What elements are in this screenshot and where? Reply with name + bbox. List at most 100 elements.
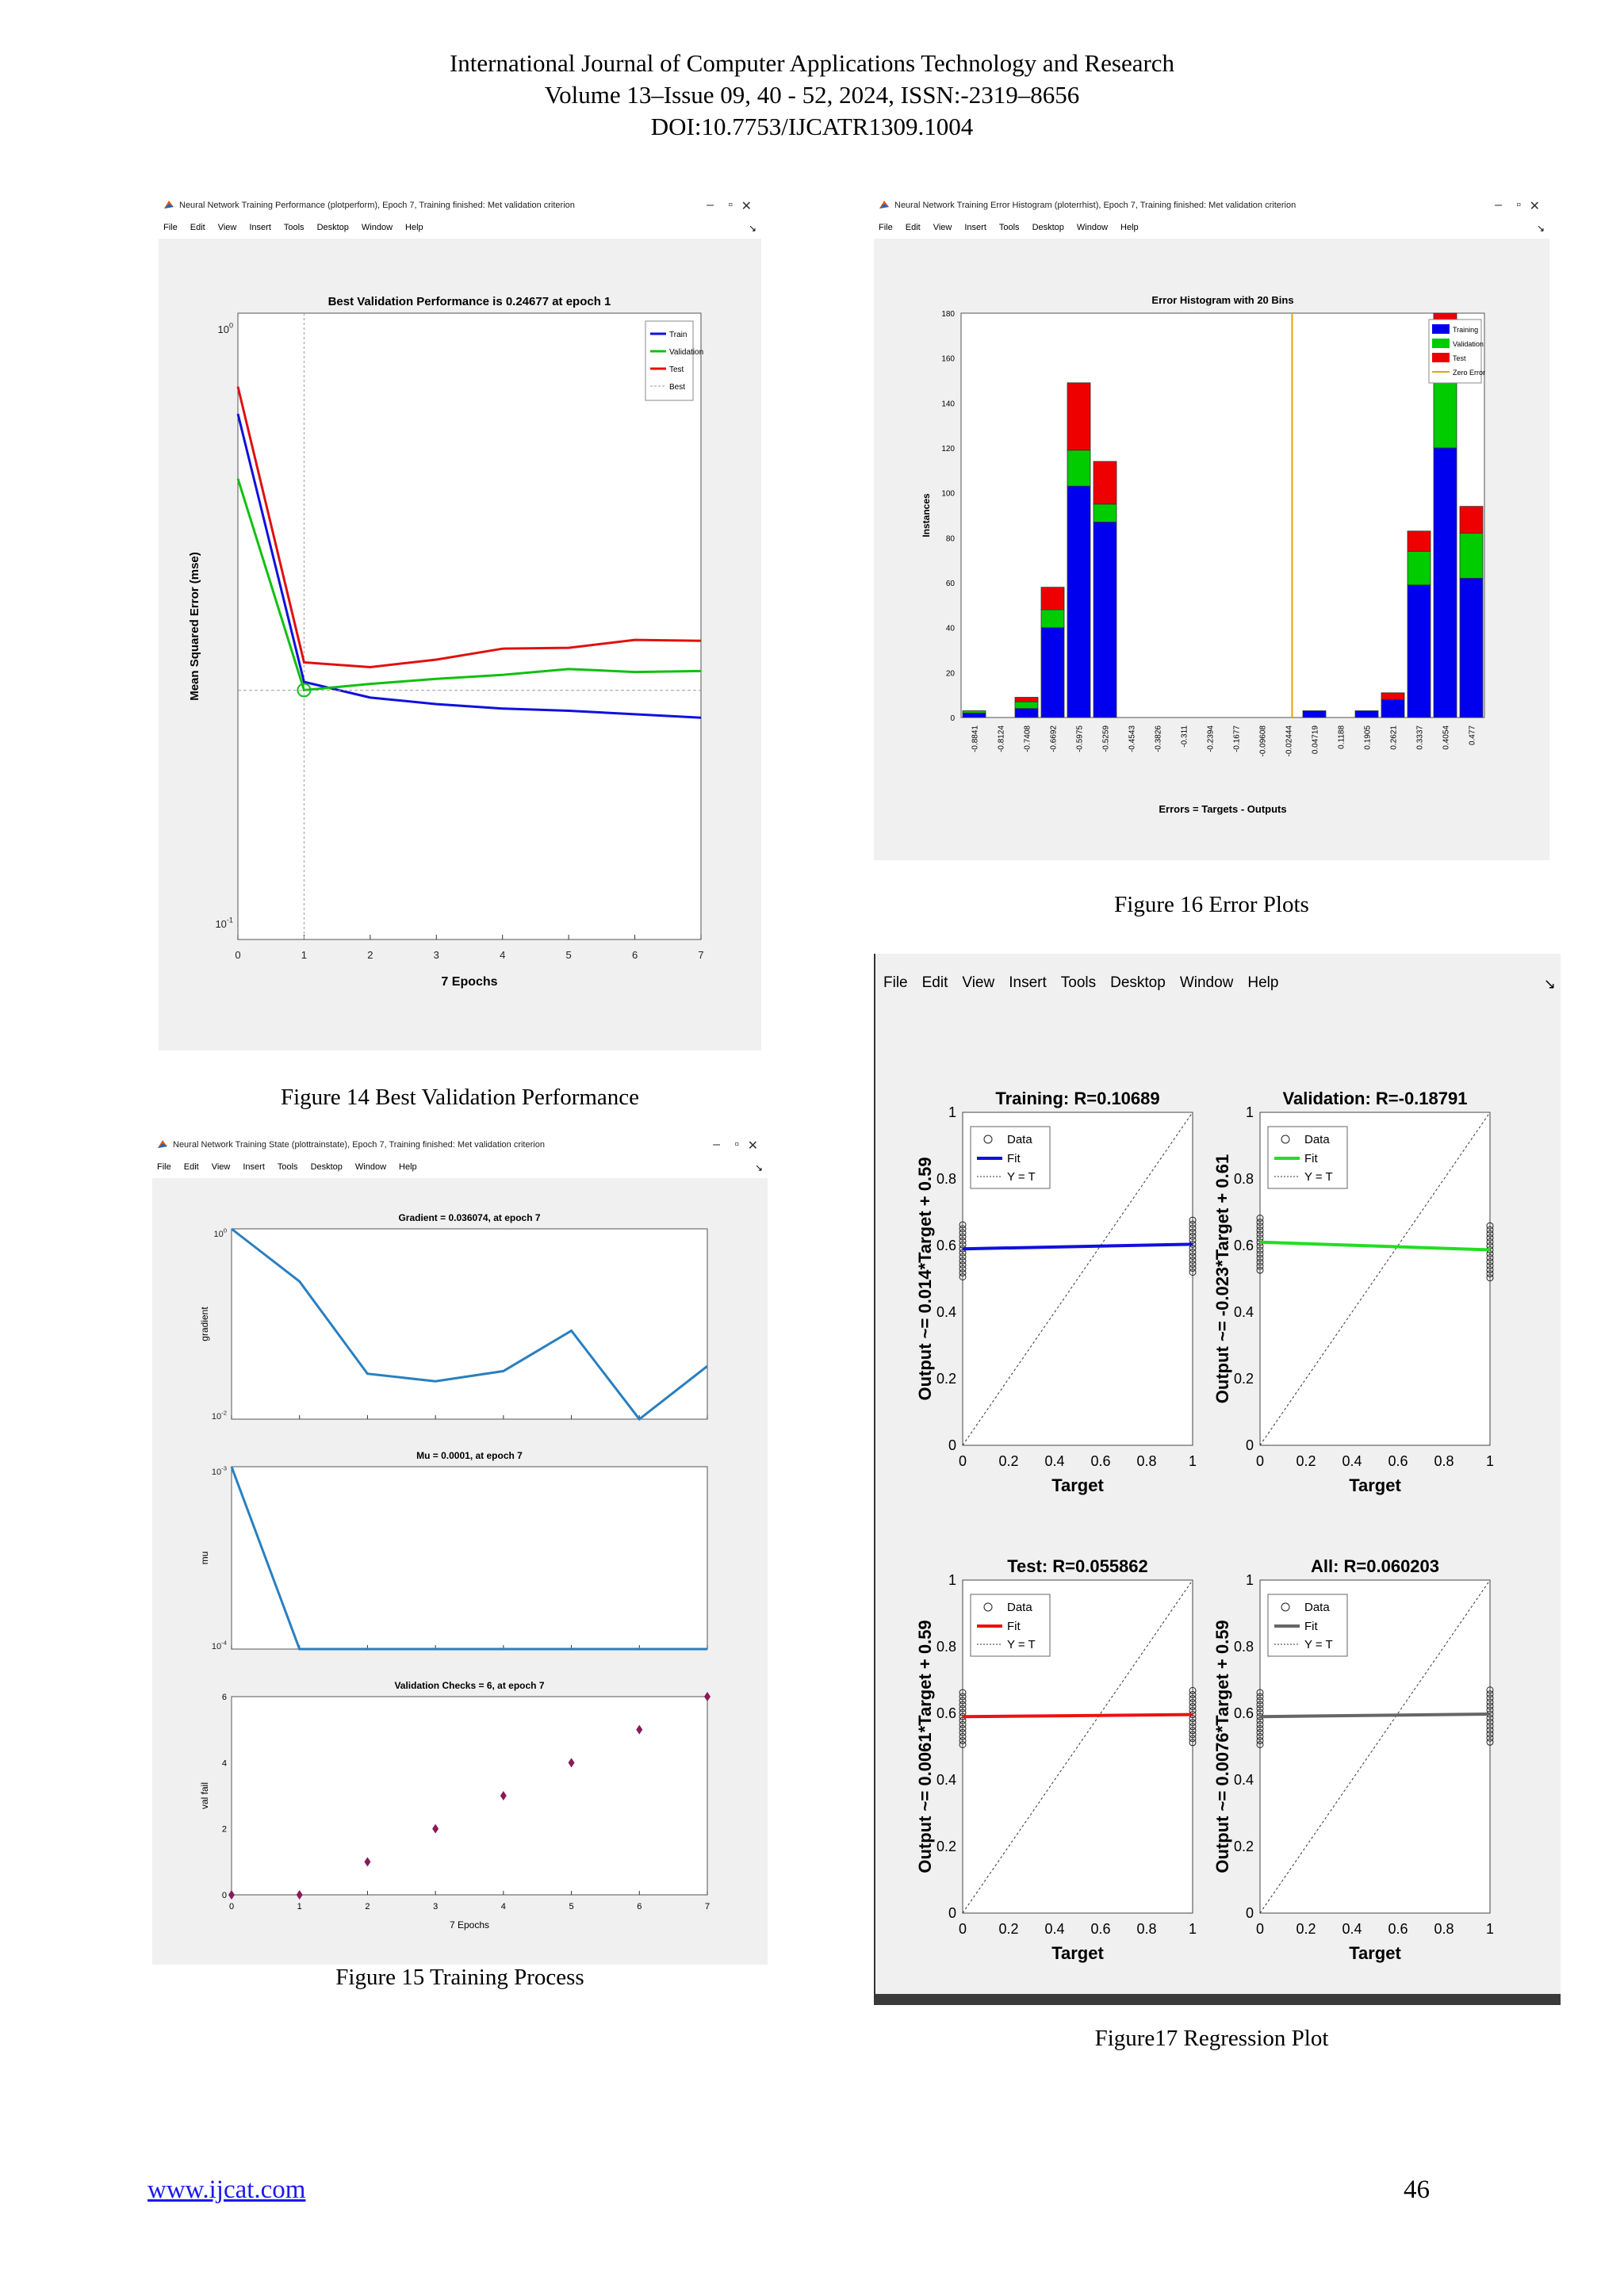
dock-arrow-icon[interactable]: ↘ bbox=[1543, 976, 1556, 992]
error-histogram-chart: Error Histogram with 20 Bins 0 20 40 60 80 100… bbox=[921, 294, 1485, 815]
menu-window[interactable]: Window bbox=[361, 223, 393, 232]
x-tick-label: 1 bbox=[1486, 1921, 1494, 1937]
menu-insert[interactable]: Insert bbox=[243, 1162, 265, 1172]
menu-edit[interactable]: Edit bbox=[921, 974, 948, 991]
y-tick-label: 0 bbox=[948, 1905, 956, 1921]
fig16-window: Neural Network Training Error Histogram … bbox=[874, 194, 1549, 860]
x-tick-label: 0.8 bbox=[1434, 1921, 1454, 1937]
journal-link[interactable]: www.ijcat.com bbox=[147, 2175, 306, 2204]
x-tick-label: 0 bbox=[959, 1921, 967, 1937]
subplot-line bbox=[231, 1227, 708, 1422]
menu-view[interactable]: View bbox=[962, 974, 995, 991]
menu-desktop[interactable]: Desktop bbox=[1110, 974, 1166, 991]
x-tick-label: 0.8 bbox=[1434, 1453, 1454, 1469]
data-point bbox=[1189, 1256, 1197, 1264]
y-tick-label: 1 bbox=[1246, 1104, 1254, 1120]
x-tick-label: -0.4543 bbox=[1128, 725, 1137, 752]
bar-training bbox=[1381, 698, 1405, 718]
restore-button[interactable]: ▫ bbox=[728, 198, 733, 212]
y-tick-label: 0.4 bbox=[1234, 1304, 1254, 1320]
menu-file[interactable]: File bbox=[879, 223, 893, 232]
data-point bbox=[959, 1229, 967, 1237]
menu-view[interactable]: View bbox=[211, 1162, 231, 1172]
fit-line bbox=[1259, 1712, 1491, 1719]
x-tick-label: -0.1677 bbox=[1233, 725, 1242, 752]
x-tick-label: 4 bbox=[501, 1902, 506, 1911]
data-point bbox=[1189, 1723, 1197, 1731]
menu-tools[interactable]: Tools bbox=[283, 223, 304, 232]
val-fail-point bbox=[296, 1890, 303, 1900]
menu-help[interactable]: Help bbox=[1120, 223, 1139, 232]
data-point bbox=[959, 1716, 967, 1724]
menu-help[interactable]: Help bbox=[1247, 974, 1279, 991]
close-button[interactable]: ✕ bbox=[747, 1139, 758, 1153]
menu-window[interactable]: Window bbox=[1076, 223, 1109, 232]
performance-chart: Best Validation Performance is 0.24677 a… bbox=[188, 295, 704, 989]
menu-tools[interactable]: Tools bbox=[277, 1162, 298, 1172]
minimize-button[interactable]: – bbox=[1495, 198, 1502, 212]
data-point bbox=[959, 1732, 967, 1740]
subplot-title: Mu = 0.0001, at epoch 7 bbox=[416, 1450, 523, 1461]
x-tick-label: -0.09608 bbox=[1259, 725, 1268, 757]
menu-edit[interactable]: Edit bbox=[905, 223, 921, 232]
close-button[interactable]: ✕ bbox=[1529, 200, 1540, 213]
restore-button[interactable]: ▫ bbox=[734, 1138, 739, 1151]
data-point bbox=[1189, 1265, 1197, 1272]
menu-help[interactable]: Help bbox=[405, 223, 423, 232]
close-button[interactable]: ✕ bbox=[741, 200, 752, 213]
menu-desktop[interactable]: Desktop bbox=[316, 223, 349, 232]
x-axis-label: Target bbox=[1051, 1943, 1104, 1963]
menu-edit[interactable]: Edit bbox=[183, 1162, 199, 1172]
menu-file[interactable]: File bbox=[163, 223, 178, 232]
fig14-window-title: Neural Network Training Performance (plo… bbox=[179, 201, 575, 210]
menu-tools[interactable]: Tools bbox=[998, 223, 1020, 232]
data-point bbox=[1256, 1697, 1264, 1705]
menu-file[interactable]: File bbox=[157, 1162, 171, 1172]
minimize-button[interactable]: – bbox=[713, 1138, 720, 1151]
y-tick-label: 60 bbox=[946, 580, 956, 588]
menu-file[interactable]: File bbox=[883, 974, 908, 991]
x-tick-label: 0.6 bbox=[1090, 1453, 1110, 1469]
x-tick-label: 2 bbox=[367, 949, 373, 961]
menu-insert[interactable]: Insert bbox=[249, 223, 271, 232]
menu-desktop[interactable]: Desktop bbox=[310, 1162, 343, 1172]
legend-label: Y = T bbox=[1007, 1638, 1036, 1651]
menu-view[interactable]: View bbox=[933, 223, 952, 232]
minimize-button[interactable]: – bbox=[707, 198, 714, 212]
menu-edit[interactable]: Edit bbox=[190, 223, 205, 232]
menu-view[interactable]: View bbox=[217, 223, 237, 232]
matlab-icon bbox=[879, 201, 889, 209]
fig15-menubar: File Edit View Insert Tools Desktop Window Help… bbox=[152, 1158, 768, 1178]
menu-help[interactable]: Help bbox=[399, 1162, 417, 1172]
menu-insert[interactable]: Insert bbox=[1009, 974, 1047, 991]
menu-window[interactable]: Window bbox=[1179, 974, 1234, 991]
data-point bbox=[1486, 1690, 1494, 1698]
menu-tools[interactable]: Tools bbox=[1060, 974, 1097, 991]
dock-arrow-icon[interactable]: ↘ bbox=[754, 1162, 763, 1173]
menu-window[interactable]: Window bbox=[354, 1162, 387, 1172]
bar-validation bbox=[1040, 609, 1065, 629]
legend-label: Data bbox=[1007, 1601, 1032, 1614]
y-tick-label: 4 bbox=[222, 1758, 227, 1768]
series-line-validation bbox=[236, 478, 702, 692]
y-tick-label: 0.6 bbox=[1234, 1238, 1254, 1253]
dock-arrow-icon[interactable]: ↘ bbox=[1536, 223, 1545, 234]
data-point bbox=[1256, 1219, 1264, 1226]
x-tick-label: 4 bbox=[500, 949, 505, 961]
identity-line bbox=[962, 1112, 1193, 1446]
y-tick-label: 0.2 bbox=[1234, 1371, 1254, 1387]
menu-desktop[interactable]: Desktop bbox=[1032, 223, 1064, 232]
menu-insert[interactable]: Insert bbox=[964, 223, 986, 232]
data-point bbox=[1486, 1266, 1494, 1274]
data-point bbox=[1189, 1686, 1197, 1694]
data-point bbox=[1189, 1220, 1197, 1228]
y-axis-label: Output ~= 0.0076*Target + 0.59 bbox=[1212, 1620, 1232, 1873]
bar-test bbox=[1459, 506, 1484, 534]
data-point bbox=[959, 1689, 967, 1697]
x-tick-label: 0.8 bbox=[1136, 1921, 1156, 1937]
identity-line bbox=[1259, 1579, 1491, 1914]
bar-test bbox=[1040, 587, 1065, 610]
data-point bbox=[1189, 1727, 1197, 1735]
dock-arrow-icon[interactable]: ↘ bbox=[748, 223, 756, 234]
restore-button[interactable]: ▫ bbox=[1516, 198, 1521, 212]
